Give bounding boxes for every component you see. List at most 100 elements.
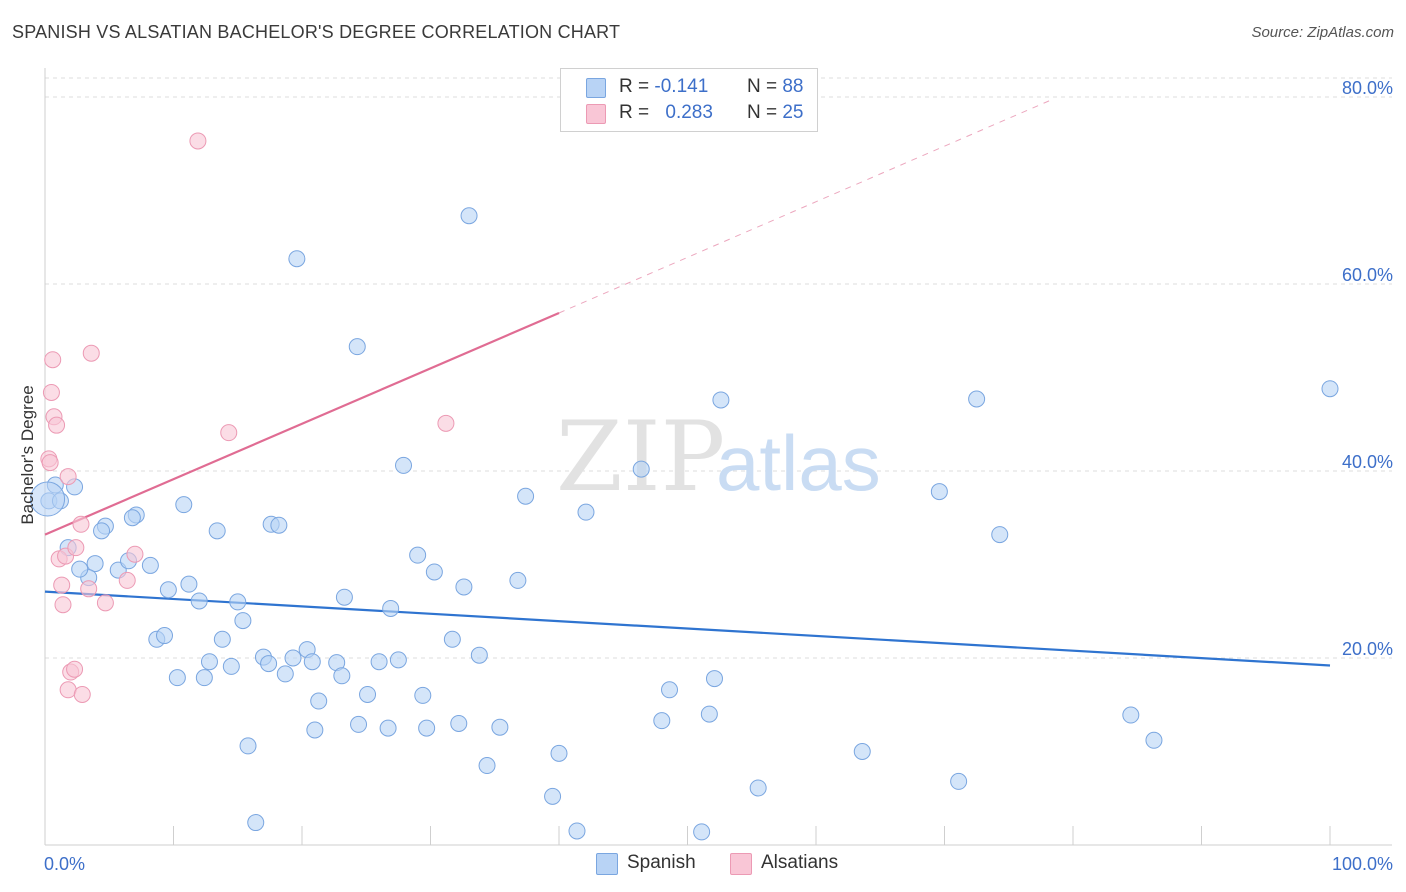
spanish-point <box>208 522 226 540</box>
alsatian-point <box>73 685 91 703</box>
spanish-point <box>180 575 198 593</box>
spanish-point <box>991 526 1009 544</box>
y-tick-label: 40.0% <box>1342 452 1393 472</box>
spanish-point <box>222 657 240 675</box>
y-tick-label: 80.0% <box>1342 78 1393 98</box>
spanish-point <box>1145 731 1163 749</box>
alsatian-point <box>96 594 114 612</box>
spanish-point <box>705 670 723 688</box>
bottom-legend-label-alsatians: Alsatians <box>761 852 839 873</box>
spanish-point <box>175 496 193 514</box>
spanish-point <box>968 390 986 408</box>
spanish-point <box>141 556 159 574</box>
legend-r-value: 0.283 <box>665 102 713 123</box>
watermark: ZIP atlas <box>556 401 881 513</box>
alsatian-point <box>126 545 144 563</box>
spanish-point <box>229 593 247 611</box>
spanish-point <box>425 563 443 581</box>
legend-n-value: 88 <box>782 76 804 97</box>
spanish-point <box>693 823 711 841</box>
alsatian-point <box>48 416 66 434</box>
x-tick-label: 100.0% <box>1332 854 1393 874</box>
spanish-point <box>156 627 174 645</box>
spanish-trend-line <box>44 590 1331 667</box>
spanish-point <box>517 487 535 505</box>
spanish-point <box>234 612 252 630</box>
spanish-point <box>190 592 208 610</box>
spanish-point <box>306 721 324 739</box>
alsatian-point <box>53 576 71 594</box>
legend-swatch-spanish <box>586 78 606 98</box>
spanish-point-large <box>30 481 66 517</box>
x-tick-label: 0.0% <box>44 854 85 874</box>
spanish-point <box>568 822 586 840</box>
spanish-point <box>333 667 351 685</box>
spanish-point <box>389 651 407 669</box>
legend-swatch-alsatians <box>586 104 606 124</box>
alsatian-point <box>72 515 90 533</box>
alsatian-point <box>437 414 455 432</box>
data-points <box>30 132 1339 841</box>
spanish-point <box>395 456 413 474</box>
bottom-legend-label-spanish: Spanish <box>627 852 696 873</box>
spanish-point <box>577 503 595 521</box>
spanish-point <box>123 509 141 527</box>
spanish-point <box>195 669 213 687</box>
spanish-point <box>470 646 488 664</box>
spanish-point <box>661 681 679 699</box>
spanish-point <box>168 669 186 687</box>
legend-r-label: R = <box>619 76 650 97</box>
alsatian-point <box>118 571 136 589</box>
spanish-point <box>276 665 294 683</box>
spanish-point <box>450 714 468 732</box>
watermark-atlas: atlas <box>716 419 881 507</box>
legend-r-value: -0.141 <box>654 76 709 97</box>
alsatian-point <box>59 681 77 699</box>
spanish-point <box>284 649 302 667</box>
spanish-point <box>653 712 671 730</box>
spanish-point <box>491 718 509 736</box>
spanish-point <box>544 787 562 805</box>
spanish-point <box>455 578 473 596</box>
spanish-point <box>310 692 328 710</box>
bottom-legend-swatch-spanish <box>596 853 618 875</box>
alsatian-point <box>67 539 85 557</box>
spanish-point <box>260 655 278 673</box>
spanish-point <box>370 653 388 671</box>
spanish-point <box>460 207 478 225</box>
spanish-point <box>550 744 568 762</box>
spanish-point <box>239 737 257 755</box>
spanish-point <box>350 715 368 733</box>
spanish-point <box>379 719 397 737</box>
legend-r-label: R = <box>619 102 650 123</box>
legend: R = -0.141 N = 88 R = 0.283 N = 25 <box>560 68 818 132</box>
spanish-point <box>478 757 496 775</box>
alsatian-point <box>54 596 72 614</box>
source-credit: Source: ZipAtlas.com <box>1251 24 1394 41</box>
spanish-point <box>712 391 730 409</box>
y-tick-label: 20.0% <box>1342 639 1393 659</box>
spanish-point <box>1122 706 1140 724</box>
spanish-point <box>200 653 218 671</box>
spanish-point <box>71 560 89 578</box>
alsatian-point <box>44 351 62 369</box>
spanish-point <box>1321 380 1339 398</box>
spanish-point <box>930 483 948 501</box>
alsatian-point <box>189 132 207 150</box>
alsatian-point <box>41 454 59 472</box>
alsatian-point <box>220 424 238 442</box>
spanish-point <box>950 772 968 790</box>
chart-title: SPANISH VS ALSATIAN BACHELOR'S DEGREE CO… <box>12 22 621 42</box>
spanish-point <box>414 686 432 704</box>
legend-n-label: N = <box>746 76 778 97</box>
spanish-point <box>213 630 231 648</box>
alsatian-point <box>66 660 84 678</box>
spanish-point <box>382 599 400 617</box>
spanish-point <box>409 546 427 564</box>
spanish-point <box>159 581 177 599</box>
spanish-point <box>303 653 321 671</box>
grid-lines <box>45 77 1392 659</box>
spanish-point <box>632 460 650 478</box>
spanish-point <box>335 588 353 606</box>
